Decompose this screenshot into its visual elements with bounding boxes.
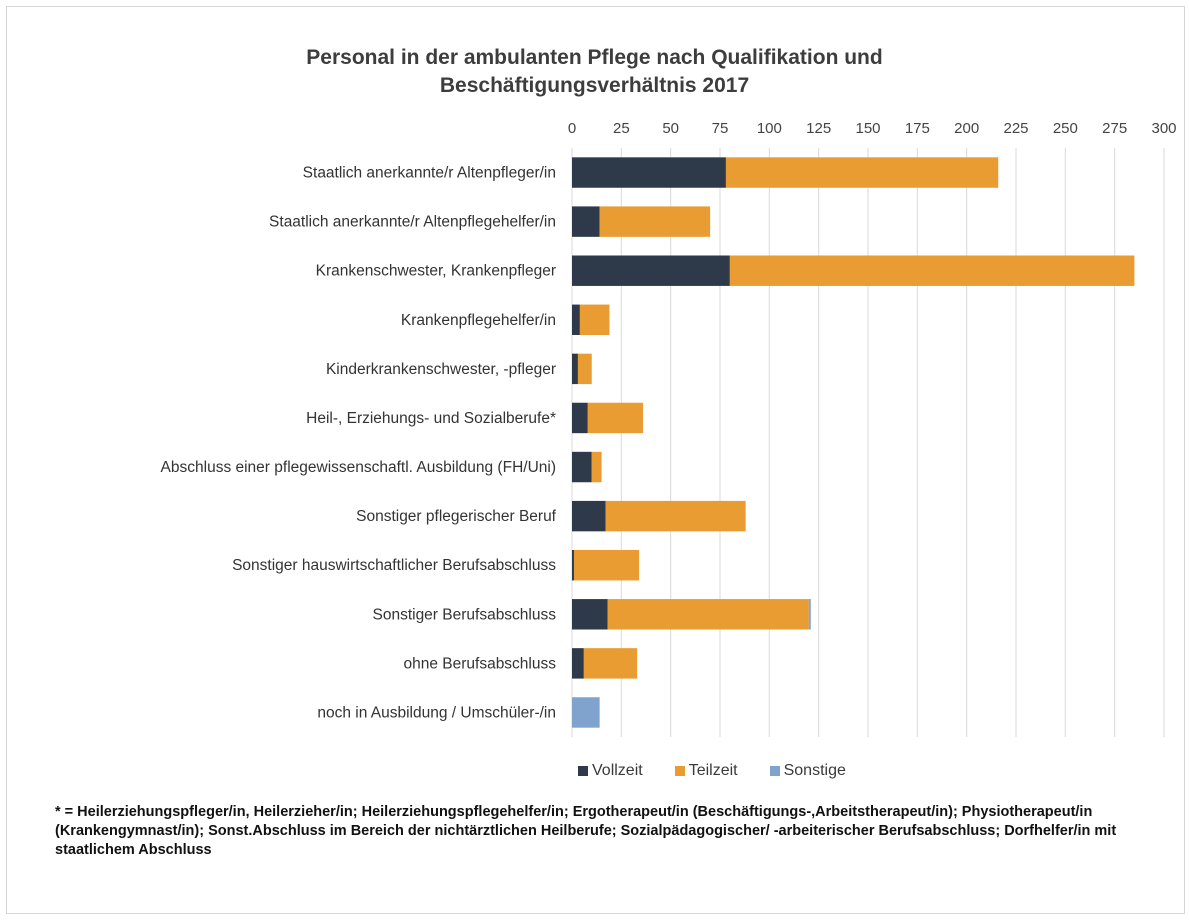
x-tick-label-75: 75 (712, 120, 729, 137)
legend-item-vollzeit: Vollzeit (578, 762, 643, 780)
bar-teilzeit-3 (579, 304, 610, 336)
bar-vollzeit-4 (572, 353, 578, 385)
bar-teilzeit-10 (583, 648, 638, 679)
bar-teilzeit-5 (587, 402, 644, 434)
bar-vollzeit-2 (572, 255, 730, 286)
bar-vollzeit-1 (572, 206, 600, 237)
bar-vollzeit-10 (572, 648, 584, 679)
bar-vollzeit-5 (572, 402, 588, 434)
x-tick-label-100: 100 (757, 120, 782, 137)
category-label-2: Krankenschwester, Krankenpfleger (316, 263, 556, 280)
category-label-10: ohne Berufsabschluss (403, 655, 556, 672)
category-label-1: Staatlich anerkannte/r Altenpflegehelfer… (269, 214, 556, 231)
legend-swatch-sonstige (769, 766, 780, 776)
x-tick-label-200: 200 (954, 120, 979, 137)
x-tick-label-275: 275 (1102, 120, 1127, 137)
legend-item-teilzeit: Teilzeit (674, 762, 738, 780)
bar-teilzeit-9 (607, 599, 809, 630)
x-tick-label-125: 125 (806, 120, 831, 137)
legend-swatch-vollzeit (578, 766, 588, 776)
bar-teilzeit-0 (725, 157, 999, 188)
bar-teilzeit-1 (599, 206, 711, 237)
category-label-8: Sonstiger hauswirtschaftlicher Berufsabs… (232, 557, 556, 574)
legend-label-sonstige: Sonstige (783, 762, 846, 779)
legend-swatch-teilzeit (674, 766, 685, 776)
category-label-9: Sonstiger Berufsabschluss (372, 606, 556, 623)
bar-vollzeit-9 (572, 599, 608, 630)
category-label-3: Krankenpflegehelfer/in (401, 312, 556, 329)
category-label-0: Staatlich anerkannte/r Altenpfleger/in (303, 165, 556, 182)
legend-label-teilzeit: Teilzeit (688, 762, 738, 779)
category-label-7: Sonstiger pflegerischer Beruf (356, 508, 557, 525)
bar-vollzeit-3 (572, 304, 580, 336)
legend-item-sonstige: Sonstige (769, 762, 846, 780)
x-tick-label-50: 50 (662, 120, 679, 137)
x-tick-label-225: 225 (1003, 120, 1028, 137)
bar-teilzeit-7 (605, 500, 746, 532)
bar-teilzeit-8 (573, 549, 640, 581)
bar-sonstige-11 (572, 697, 600, 728)
category-label-4: Kinderkrankenschwester, -pfleger (326, 361, 556, 378)
x-tick-label-150: 150 (855, 120, 880, 137)
bar-teilzeit-4 (577, 353, 592, 385)
category-label-5: Heil-, Erziehungs- und Sozialberufe* (306, 410, 556, 427)
chart-title: Personal in der ambulanten Pflege nach Q… (0, 44, 1189, 100)
footnote: * = Heilerziehungspfleger/in, Heilerzieh… (55, 804, 1117, 858)
chart-title-line-1: Personal in der ambulanten Pflege nach Q… (306, 46, 883, 69)
x-tick-label-300: 300 (1151, 120, 1176, 137)
x-tick-label-250: 250 (1053, 120, 1078, 137)
bar-sonstige-9 (808, 599, 811, 630)
category-label-6: Abschluss einer pflegewissenschaftl. Aus… (161, 459, 556, 476)
bar-vollzeit-7 (572, 500, 606, 532)
legend: Vollzeit Teilzeit Sonstige (578, 762, 846, 780)
chart-title-line-2: Beschäftigungsverhältnis 2017 (439, 74, 750, 97)
x-tick-label-0: 0 (568, 120, 576, 137)
bar-teilzeit-2 (729, 255, 1135, 286)
category-label-11: noch in Ausbildung / Umschüler-/in (317, 704, 556, 721)
x-tick-label-25: 25 (613, 120, 630, 137)
bar-teilzeit-6 (591, 451, 602, 483)
bar-vollzeit-8 (572, 549, 574, 581)
legend-label-vollzeit: Vollzeit (592, 762, 643, 779)
x-tick-label-175: 175 (905, 120, 930, 137)
bar-vollzeit-0 (572, 157, 726, 188)
bar-vollzeit-6 (572, 451, 592, 483)
